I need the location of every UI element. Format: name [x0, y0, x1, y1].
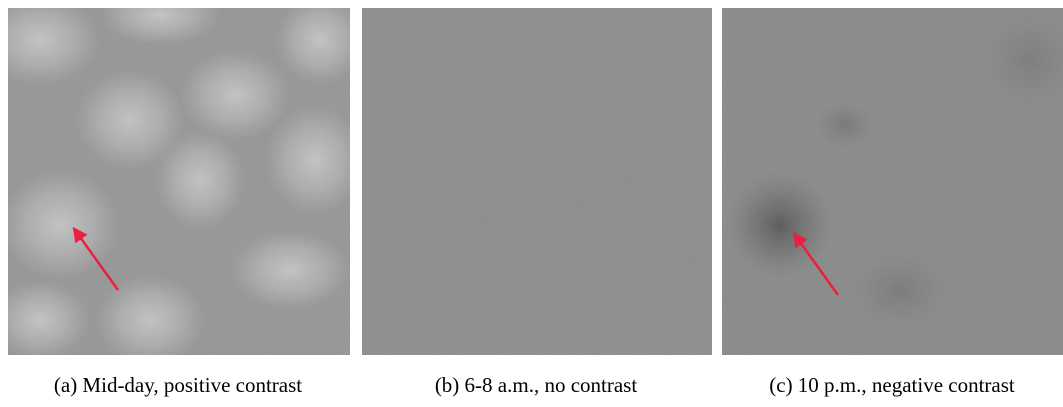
caption: (b) 6-8 a.m., no contrast	[435, 373, 638, 397]
caption: (c) 10 p.m., negative contrast	[769, 373, 1015, 397]
panel-b-image	[362, 8, 712, 355]
caption: (a) Mid-day, positive contrast	[54, 373, 302, 397]
panel-a-image	[8, 8, 350, 355]
panel-c-image	[722, 8, 1063, 355]
